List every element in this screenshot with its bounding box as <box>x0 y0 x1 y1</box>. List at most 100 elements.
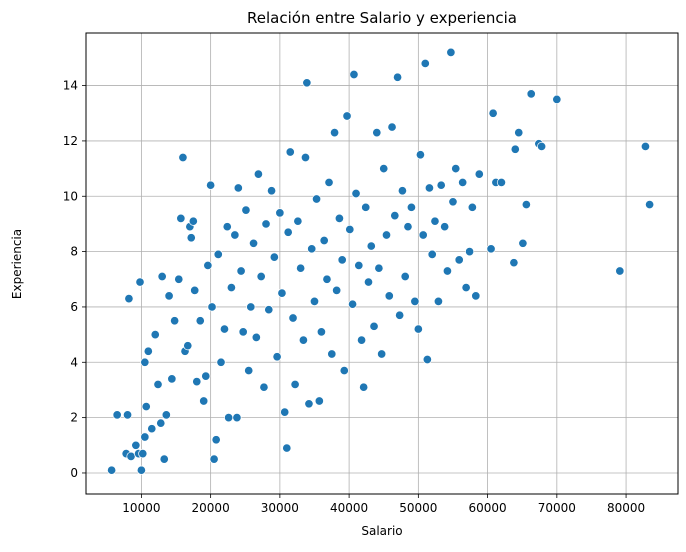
data-point <box>403 222 413 232</box>
data-point <box>170 316 180 326</box>
data-point <box>249 238 259 248</box>
data-point <box>427 249 437 259</box>
x-tick-label: 60000 <box>468 501 506 515</box>
data-point <box>381 230 392 240</box>
data-point <box>415 150 425 160</box>
data-point <box>259 382 269 392</box>
data-point <box>446 47 456 57</box>
data-point <box>201 371 211 381</box>
data-point <box>518 238 528 248</box>
data-point <box>461 283 471 293</box>
x-tick-label: 40000 <box>330 501 368 515</box>
y-tick-label: 4 <box>70 355 78 369</box>
data-point <box>264 305 274 315</box>
data-point <box>422 354 432 365</box>
data-point <box>458 177 468 187</box>
data-point <box>207 302 217 312</box>
data-point <box>430 216 440 226</box>
data-point <box>222 222 232 232</box>
data-point <box>390 211 400 221</box>
data-point <box>298 335 308 345</box>
data-point <box>232 413 242 423</box>
data-point <box>140 357 150 367</box>
data-point <box>267 186 277 196</box>
data-point <box>143 346 153 356</box>
data-point <box>424 183 434 193</box>
data-point <box>379 164 389 174</box>
x-axis-ticks: 10000 20000 30000 40000 50000 60000 70000 80000 <box>122 494 645 515</box>
data-point <box>300 152 311 163</box>
data-point <box>261 219 271 229</box>
data-point <box>410 296 420 306</box>
data-point <box>345 224 355 235</box>
data-point <box>433 296 443 306</box>
data-point <box>307 244 317 254</box>
y-tick-label: 6 <box>70 300 78 314</box>
data-point <box>238 327 248 337</box>
chart-title: Relación entre Salario y experiencia <box>247 9 517 27</box>
data-point <box>206 180 216 190</box>
data-point <box>640 141 651 152</box>
data-point <box>454 255 464 265</box>
data-point <box>269 252 279 262</box>
data-point <box>178 152 188 163</box>
data-point <box>496 177 506 187</box>
data-point <box>283 227 293 237</box>
data-point <box>369 321 379 331</box>
data-point <box>219 324 230 334</box>
data-point <box>188 216 198 226</box>
data-point <box>372 128 382 138</box>
data-point <box>199 396 209 406</box>
data-point <box>327 349 337 359</box>
data-point <box>161 410 171 420</box>
x-tick-label: 50000 <box>399 501 437 515</box>
data-point <box>324 177 334 187</box>
x-axis-label: Salario <box>361 524 402 538</box>
data-point <box>510 144 520 154</box>
data-point <box>135 277 145 287</box>
y-axis-ticks: 0 2 4 6 8 10 12 14 <box>63 79 86 480</box>
data-point <box>400 271 410 282</box>
plot-frame <box>85 32 679 495</box>
data-point <box>190 285 200 295</box>
data-point <box>136 465 146 475</box>
data-point <box>377 349 387 359</box>
data-point <box>514 128 524 138</box>
data-point <box>440 222 450 232</box>
y-tick-label: 14 <box>63 79 78 93</box>
data-point <box>442 266 452 276</box>
data-point <box>244 366 254 376</box>
data-point <box>224 413 234 423</box>
data-point <box>277 288 287 298</box>
data-point <box>150 330 160 340</box>
data-point <box>395 310 405 320</box>
data-point <box>272 352 282 362</box>
data-point <box>304 399 314 409</box>
y-tick-label: 2 <box>70 411 78 425</box>
data-point <box>296 263 306 273</box>
data-point <box>157 271 167 282</box>
data-point <box>393 72 403 82</box>
data-point <box>216 357 226 367</box>
data-point <box>363 277 374 287</box>
y-tick-label: 12 <box>63 134 78 148</box>
data-point <box>374 263 384 273</box>
y-axis-label: Experiencia <box>10 229 24 299</box>
data-point <box>230 230 240 240</box>
data-point <box>312 194 322 204</box>
data-point <box>233 183 243 193</box>
data-point <box>141 402 151 412</box>
data-point <box>397 186 407 196</box>
data-point <box>349 69 359 80</box>
data-point <box>526 89 536 99</box>
data-point <box>167 374 177 384</box>
data-point <box>241 205 251 215</box>
data-point <box>488 108 498 118</box>
data-point <box>112 410 122 420</box>
data-point <box>140 432 150 442</box>
data-point <box>615 266 625 276</box>
data-point <box>275 208 285 218</box>
data-point <box>131 440 141 450</box>
